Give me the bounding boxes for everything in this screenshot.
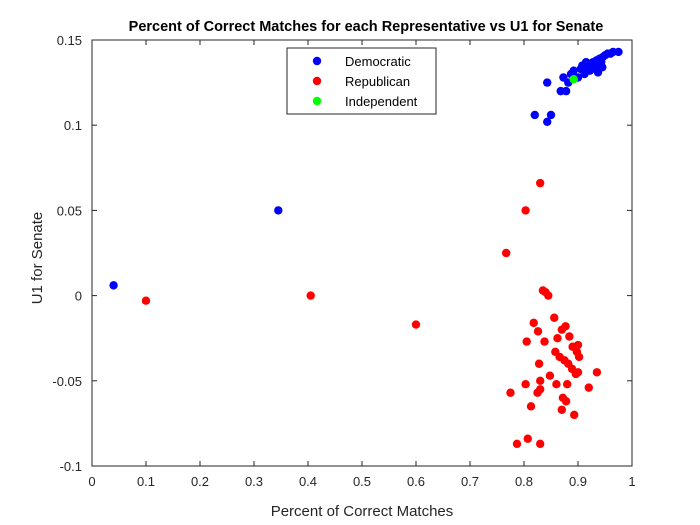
data-point <box>592 368 602 377</box>
data-point <box>553 334 562 343</box>
data-point <box>550 313 559 322</box>
y-tick-label: -0.1 <box>60 459 82 474</box>
data-point <box>306 291 315 300</box>
data-point <box>574 352 584 362</box>
data-point <box>536 376 545 385</box>
data-point <box>585 66 595 75</box>
data-point <box>546 110 556 120</box>
data-point <box>545 371 555 380</box>
data-point <box>529 318 538 328</box>
x-tick-label: 0.9 <box>569 474 587 489</box>
data-point <box>522 337 531 346</box>
x-tick-label: 0 <box>88 474 95 489</box>
legend-entry: Republican <box>345 74 410 89</box>
chart-legend: Democratic Republican Independent <box>286 47 437 115</box>
y-tick-label: 0.1 <box>64 118 82 133</box>
data-point <box>506 388 515 397</box>
data-point <box>109 281 118 290</box>
x-tick-label: 0.5 <box>353 474 371 489</box>
y-axis-label: U1 for Senate <box>29 212 46 305</box>
data-point <box>561 86 571 96</box>
data-point <box>530 110 539 120</box>
data-point <box>557 405 566 414</box>
data-point <box>274 206 283 215</box>
data-point <box>584 383 593 392</box>
series-independent <box>569 74 578 84</box>
series-democratic <box>109 47 623 290</box>
data-point <box>593 68 603 77</box>
data-point <box>536 385 545 394</box>
data-point <box>569 66 578 75</box>
x-tick-label: 0.7 <box>461 474 479 489</box>
data-point <box>573 368 583 377</box>
x-tick-label: 0.6 <box>407 474 425 489</box>
axis-ticks: 0 0.1 0.2 0.3 0.4 0.5 0.6 0.7 0.8 0.9 1 -0.1 -0.05 0 0… <box>52 33 635 489</box>
series-republican <box>141 178 602 449</box>
legend-marker <box>312 96 322 106</box>
x-tick-label: 0.3 <box>245 474 263 489</box>
x-tick-label: 0.1 <box>137 474 155 489</box>
data-point <box>561 397 571 406</box>
legend-entry: Independent <box>345 94 418 109</box>
x-tick-label: 0.4 <box>299 474 317 489</box>
data-point <box>573 340 583 350</box>
data-point <box>526 402 536 411</box>
x-tick-label: 0.8 <box>515 474 533 489</box>
data-point <box>512 439 522 449</box>
data-point <box>521 380 530 389</box>
legend-box <box>286 47 437 115</box>
data-point <box>543 117 552 126</box>
y-tick-label: -0.05 <box>52 374 82 389</box>
data-points <box>109 47 623 449</box>
y-tick-label: 0 <box>75 289 82 304</box>
data-point <box>563 380 572 389</box>
data-point <box>552 380 561 389</box>
data-point <box>581 57 591 67</box>
data-point <box>614 47 623 57</box>
data-point <box>543 78 552 87</box>
data-point <box>523 434 532 443</box>
legend-marker <box>312 76 322 86</box>
x-tick-label: 1 <box>628 474 635 489</box>
data-point <box>536 439 545 449</box>
x-axis-label: Percent of Correct Matches <box>271 503 454 520</box>
data-point <box>561 322 570 331</box>
data-point <box>559 73 568 82</box>
data-point <box>411 320 421 329</box>
data-point <box>536 178 545 188</box>
data-point <box>534 359 544 368</box>
data-point <box>540 337 549 346</box>
y-tick-label: 0.05 <box>57 203 82 218</box>
data-point <box>565 332 574 341</box>
x-tick-label: 0.2 <box>191 474 209 489</box>
legend-entry: Democratic <box>345 54 411 69</box>
data-point <box>570 410 579 420</box>
data-point <box>501 248 511 258</box>
chart-title: Percent of Correct Matches for each Repr… <box>129 19 604 35</box>
data-point <box>141 296 151 305</box>
data-point <box>533 327 543 336</box>
data-point <box>521 206 530 215</box>
data-point <box>569 74 578 84</box>
data-point <box>544 291 553 300</box>
y-tick-label: 0.15 <box>57 33 82 48</box>
legend-marker <box>312 56 322 66</box>
